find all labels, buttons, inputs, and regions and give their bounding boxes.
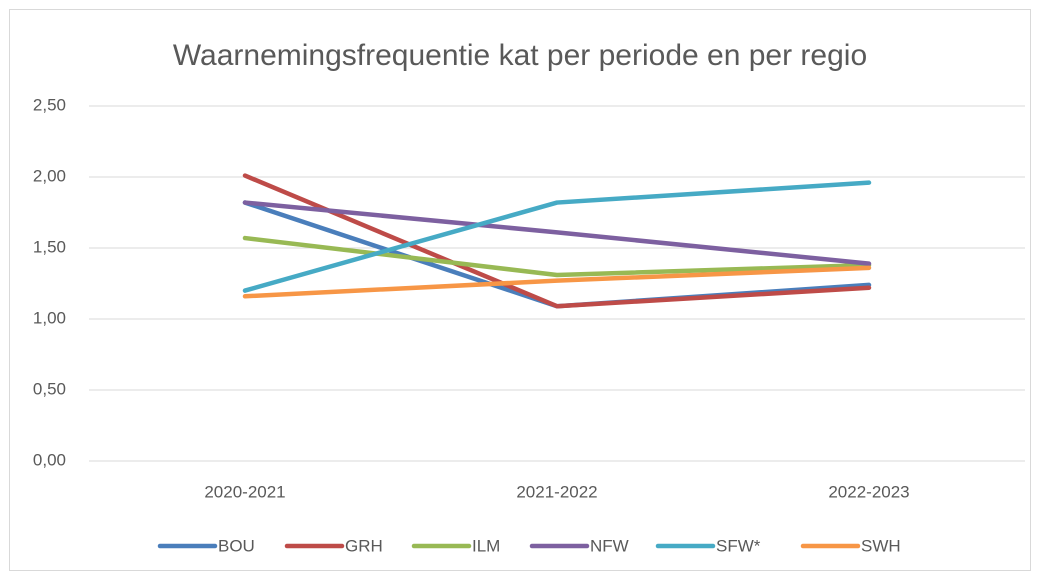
data-line — [242, 180, 872, 293]
x-tick-label: 2022-2023 — [828, 482, 909, 501]
y-tick-label: 2,00 — [33, 166, 66, 185]
y-tick-label: 0,50 — [33, 379, 66, 398]
x-tick-label: 2021-2022 — [516, 482, 597, 501]
legend-label: GRH — [345, 536, 383, 555]
y-tick-label: 1,00 — [33, 308, 66, 327]
data-line — [242, 200, 872, 266]
legend-label: NFW — [590, 536, 629, 555]
legend-label: BOU — [218, 536, 255, 555]
legend-label: SWH — [861, 536, 901, 555]
x-tick-label: 2020-2021 — [204, 482, 285, 501]
y-tick-label: 2,50 — [33, 95, 66, 114]
data-line — [242, 235, 872, 278]
data-line — [242, 173, 872, 309]
y-tick-label: 0,00 — [33, 450, 66, 469]
legend-label: SFW* — [716, 536, 761, 555]
legend-label: ILM — [472, 536, 500, 555]
data-line — [242, 265, 872, 299]
y-tick-label: 1,50 — [33, 237, 66, 256]
chart-title: Waarnemingsfrequentie kat per periode en… — [173, 39, 867, 72]
